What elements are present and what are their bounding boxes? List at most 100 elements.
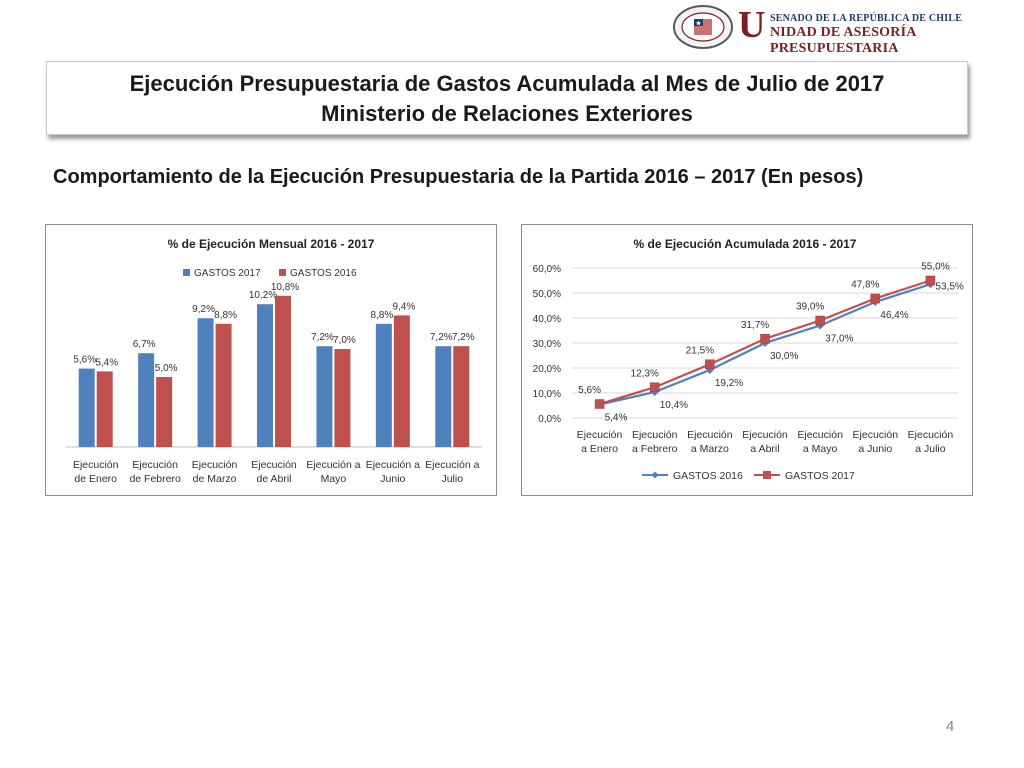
- legend-label: GASTOS 2016: [290, 268, 357, 279]
- x-tick-label: de Abril: [256, 473, 291, 485]
- point-data-label: 53,5%: [935, 281, 963, 292]
- bar-data-label: 7,2%: [452, 332, 475, 343]
- point-data-label: 47,8%: [851, 280, 879, 291]
- senado-seal-logo: [673, 5, 733, 49]
- x-tick-label: Julio: [441, 473, 463, 485]
- x-tick-label: Mayo: [321, 473, 347, 485]
- marker-gastos-2017: [925, 275, 936, 286]
- bar-gastos-2016: [393, 315, 410, 447]
- legend-swatch: [183, 269, 190, 276]
- bar-data-label: 8,8%: [370, 310, 393, 321]
- x-tick-label: Ejecución: [687, 429, 733, 441]
- bar-gastos-2017: [257, 304, 273, 447]
- x-tick-label: Ejecución: [73, 459, 119, 471]
- marker-gastos-2017: [649, 382, 660, 392]
- bar-gastos-2017: [197, 318, 214, 447]
- bar-data-label: 10,2%: [249, 290, 277, 301]
- bar-data-label: 5,0%: [155, 363, 178, 374]
- legend-swatch: [279, 269, 286, 276]
- x-tick-label: Ejecución: [132, 459, 178, 471]
- point-data-label: 12,3%: [631, 368, 659, 379]
- legend-label: GASTOS 2017: [194, 268, 261, 279]
- title-box: Ejecución Presupuestaria de Gastos Acumu…: [46, 61, 968, 135]
- page-subtitle-ministry: Ministerio de Relaciones Exteriores: [321, 101, 693, 126]
- bar-gastos-2016: [334, 349, 351, 447]
- legend-marker: [651, 471, 659, 479]
- bar-data-label: 9,2%: [192, 304, 215, 315]
- monthly-bar-chart: % de Ejecución Mensual 2016 - 2017 GASTOS…: [45, 224, 497, 496]
- bar-data-label: 6,7%: [133, 339, 156, 350]
- marker-gastos-2017: [815, 315, 825, 326]
- bar-gastos-2016: [275, 295, 291, 447]
- x-tick-label: de Marzo: [193, 473, 237, 485]
- bar-gastos-2017: [78, 368, 95, 447]
- bar-gastos-2017: [138, 353, 155, 447]
- x-tick-label: Ejecución: [908, 429, 954, 441]
- marker-gastos-2017: [870, 293, 881, 304]
- y-tick-label: 50,0%: [533, 289, 561, 300]
- x-tick-label: Ejecución: [251, 459, 297, 471]
- bar-data-label: 9,4%: [392, 301, 415, 312]
- x-tick-label: Ejecución: [632, 429, 678, 441]
- bar-data-label: 5,6%: [73, 355, 96, 366]
- x-tick-label: Ejecución: [853, 429, 899, 441]
- point-data-label: 10,4%: [660, 400, 688, 411]
- chart-title: % de Ejecución Mensual 2016 - 2017: [168, 237, 375, 251]
- legend-label: GASTOS 2016: [673, 470, 743, 482]
- page-title: Ejecución Presupuestaria de Gastos Acumu…: [129, 71, 885, 96]
- point-data-label: 39,0%: [796, 302, 824, 313]
- logo-line-senado: SENADO DE LA REPÚBLICA DE CHILE: [770, 13, 963, 24]
- legend-marker: [763, 471, 771, 479]
- bar-data-label: 7,0%: [333, 335, 356, 346]
- point-data-label: 37,0%: [825, 334, 853, 345]
- x-tick-label: Ejecución a: [306, 459, 360, 471]
- section-heading: Comportamiento de la Ejecución Presupues…: [53, 166, 864, 188]
- x-tick-label: a Mayo: [803, 443, 838, 455]
- x-tick-label: a Enero: [581, 443, 618, 455]
- logo-line-unidad: NIDAD DE ASESORÍA PRESUPUESTARIA: [770, 25, 916, 56]
- x-tick-label: Ejecución: [797, 429, 843, 441]
- y-tick-label: 40,0%: [533, 314, 561, 325]
- bar-gastos-2017: [375, 323, 392, 447]
- marker-gastos-2017: [760, 334, 770, 344]
- monthly-bar-chart-svg: % de Ejecución Mensual 2016 - 2017 GASTOS…: [66, 237, 482, 485]
- point-data-label: 5,4%: [605, 413, 628, 424]
- x-tick-label: Junio: [380, 473, 405, 485]
- x-tick-label: Ejecución: [577, 429, 623, 441]
- bar-gastos-2016: [215, 323, 232, 447]
- y-tick-label: 0,0%: [538, 414, 561, 425]
- y-tick-label: 60,0%: [533, 264, 561, 275]
- chart-title: % de Ejecución Acumulada 2016 - 2017: [634, 237, 857, 251]
- x-tick-label: Ejecución a: [425, 459, 479, 471]
- bar-data-label: 7,2%: [430, 332, 453, 343]
- bar-data-label: 8,8%: [214, 310, 237, 321]
- bar-data-label: 5,4%: [95, 357, 118, 368]
- cumulative-line-chart: % de Ejecución Acumulada 2016 - 2017 0,0%…: [521, 224, 973, 496]
- bar-gastos-2016: [156, 377, 173, 447]
- y-tick-label: 10,0%: [533, 389, 561, 400]
- x-tick-label: Ejecución: [742, 429, 788, 441]
- point-data-label: 5,6%: [578, 385, 601, 396]
- point-data-label: 31,7%: [741, 320, 769, 331]
- point-data-label: 21,5%: [686, 345, 714, 356]
- x-tick-label: de Febrero: [129, 473, 181, 485]
- y-tick-label: 20,0%: [533, 364, 561, 375]
- y-tick-label: 30,0%: [533, 339, 561, 350]
- point-data-label: 46,4%: [880, 310, 908, 321]
- legend-label: GASTOS 2017: [785, 470, 855, 482]
- bar-data-label: 10,8%: [271, 282, 299, 293]
- x-tick-label: a Febrero: [632, 443, 678, 455]
- point-data-label: 30,0%: [770, 351, 798, 362]
- marker-gastos-2017: [705, 359, 715, 369]
- x-tick-label: Ejecución a: [366, 459, 420, 471]
- point-data-label: 19,2%: [715, 378, 743, 389]
- bar-gastos-2017: [316, 346, 333, 447]
- x-tick-label: a Abril: [750, 443, 779, 455]
- cumulative-line-chart-svg: % de Ejecución Acumulada 2016 - 2017 0,0%…: [533, 237, 964, 482]
- x-tick-label: Ejecución: [192, 459, 238, 471]
- bar-gastos-2016: [96, 371, 113, 447]
- point-data-label: 55,0%: [921, 262, 949, 273]
- marker-gastos-2017: [594, 399, 605, 409]
- x-tick-label: a Julio: [915, 443, 946, 455]
- bar-gastos-2016: [453, 346, 470, 447]
